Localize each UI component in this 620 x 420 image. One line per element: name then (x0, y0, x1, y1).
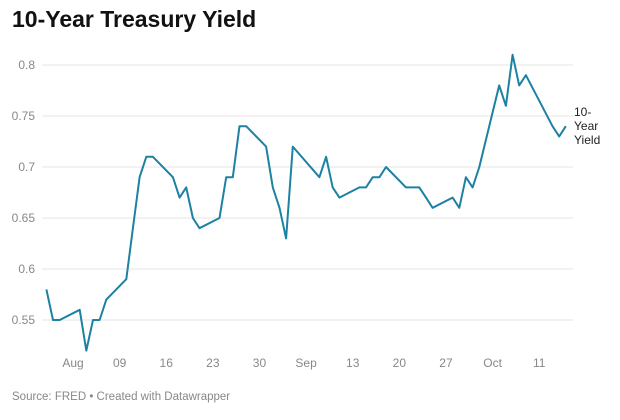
y-tick-label: 0.65 (12, 211, 36, 225)
y-tick-label: 0.55 (12, 313, 36, 327)
series-label: Year (574, 119, 598, 133)
x-tick-label: 11 (533, 356, 546, 370)
x-tick-label: Oct (483, 356, 502, 370)
x-tick-label: 27 (439, 356, 453, 370)
x-tick-label: Aug (62, 356, 83, 370)
y-tick-label: 0.8 (18, 58, 35, 72)
chart-title: 10-Year Treasury Yield (12, 6, 257, 32)
y-tick-label: 0.6 (18, 262, 35, 276)
series-label: 10- (574, 105, 591, 119)
x-tick-label: Sep (295, 356, 317, 370)
series-line (45, 53, 567, 352)
x-tick-label: 23 (206, 356, 220, 370)
x-tick-label: 09 (113, 356, 127, 370)
x-tick-label: 16 (160, 356, 174, 370)
x-tick-label: 20 (393, 356, 407, 370)
source-note: Source: FRED • Created with Datawrapper (12, 391, 231, 403)
series-label: Yield (574, 133, 600, 147)
x-tick-label: 13 (346, 356, 360, 370)
y-tick-label: 0.75 (12, 109, 36, 123)
y-tick-label: 0.7 (18, 160, 35, 174)
x-tick-label: 30 (253, 356, 267, 370)
